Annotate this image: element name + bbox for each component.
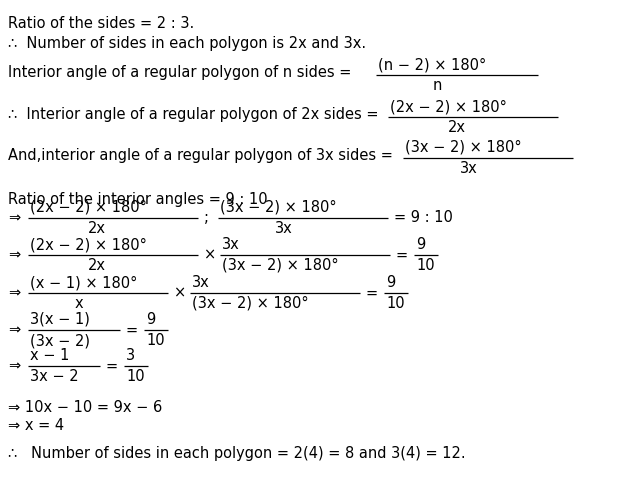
Text: 2x: 2x <box>88 221 106 236</box>
Text: x − 1: x − 1 <box>30 348 70 363</box>
Text: ⇒: ⇒ <box>8 211 20 226</box>
Text: = 9 : 10: = 9 : 10 <box>394 211 453 226</box>
Text: ⇒ x = 4: ⇒ x = 4 <box>8 418 64 433</box>
Text: 3x − 2: 3x − 2 <box>30 369 79 384</box>
Text: 9: 9 <box>146 312 155 327</box>
Text: (3x − 2) × 180°: (3x − 2) × 180° <box>192 296 308 311</box>
Text: ⇒ 10x − 10 = 9x − 6: ⇒ 10x − 10 = 9x − 6 <box>8 400 162 415</box>
Text: =: = <box>366 285 378 300</box>
Text: (3x − 2) × 180°: (3x − 2) × 180° <box>405 140 522 155</box>
Text: 3x: 3x <box>222 237 240 252</box>
Text: 3: 3 <box>126 348 135 363</box>
Text: ∴   Number of sides in each polygon = 2(4) = 8 and 3(4) = 12.: ∴ Number of sides in each polygon = 2(4)… <box>8 446 466 461</box>
Text: ⇒: ⇒ <box>8 285 20 300</box>
Text: =: = <box>396 247 408 263</box>
Text: Interior angle of a regular polygon of n sides =: Interior angle of a regular polygon of n… <box>8 65 352 80</box>
Text: ⇒: ⇒ <box>8 359 20 374</box>
Text: Ratio of the sides = 2 : 3.: Ratio of the sides = 2 : 3. <box>8 16 194 31</box>
Text: And,interior angle of a regular polygon of 3x sides =: And,interior angle of a regular polygon … <box>8 148 393 163</box>
Text: =: = <box>106 359 118 374</box>
Text: (n − 2) × 180°: (n − 2) × 180° <box>378 57 486 72</box>
Text: 10: 10 <box>386 296 404 311</box>
Text: (2x − 2) × 180°: (2x − 2) × 180° <box>30 200 147 215</box>
Text: (2x − 2) × 180°: (2x − 2) × 180° <box>30 237 147 252</box>
Text: (3x − 2) × 180°: (3x − 2) × 180° <box>220 200 337 215</box>
Text: 10: 10 <box>416 258 435 273</box>
Text: 2x: 2x <box>448 120 466 135</box>
Text: ∴  Interior angle of a regular polygon of 2x sides =: ∴ Interior angle of a regular polygon of… <box>8 107 379 122</box>
Text: (3x − 2) × 180°: (3x − 2) × 180° <box>222 258 339 273</box>
Text: x: x <box>75 296 84 311</box>
Text: ×: × <box>174 285 186 300</box>
Text: ⇒: ⇒ <box>8 322 20 337</box>
Text: 10: 10 <box>146 333 165 348</box>
Text: 10: 10 <box>126 369 145 384</box>
Text: 2x: 2x <box>88 258 106 273</box>
Text: 3x: 3x <box>460 161 478 176</box>
Text: Ratio of the interior angles = 9 : 10: Ratio of the interior angles = 9 : 10 <box>8 192 268 207</box>
Text: (x − 1) × 180°: (x − 1) × 180° <box>30 275 137 290</box>
Text: ×: × <box>204 247 216 263</box>
Text: 3x: 3x <box>275 221 293 236</box>
Text: n: n <box>433 78 442 93</box>
Text: (3x − 2): (3x − 2) <box>30 333 90 348</box>
Text: 9: 9 <box>386 275 395 290</box>
Text: ⇒: ⇒ <box>8 247 20 263</box>
Text: 3x: 3x <box>192 275 210 290</box>
Text: 9: 9 <box>416 237 425 252</box>
Text: ∴  Number of sides in each polygon is 2x and 3x.: ∴ Number of sides in each polygon is 2x … <box>8 36 366 51</box>
Text: 3(x − 1): 3(x − 1) <box>30 312 90 327</box>
Text: (2x − 2) × 180°: (2x − 2) × 180° <box>390 99 507 114</box>
Text: =: = <box>126 322 138 337</box>
Text: ;: ; <box>204 211 209 226</box>
